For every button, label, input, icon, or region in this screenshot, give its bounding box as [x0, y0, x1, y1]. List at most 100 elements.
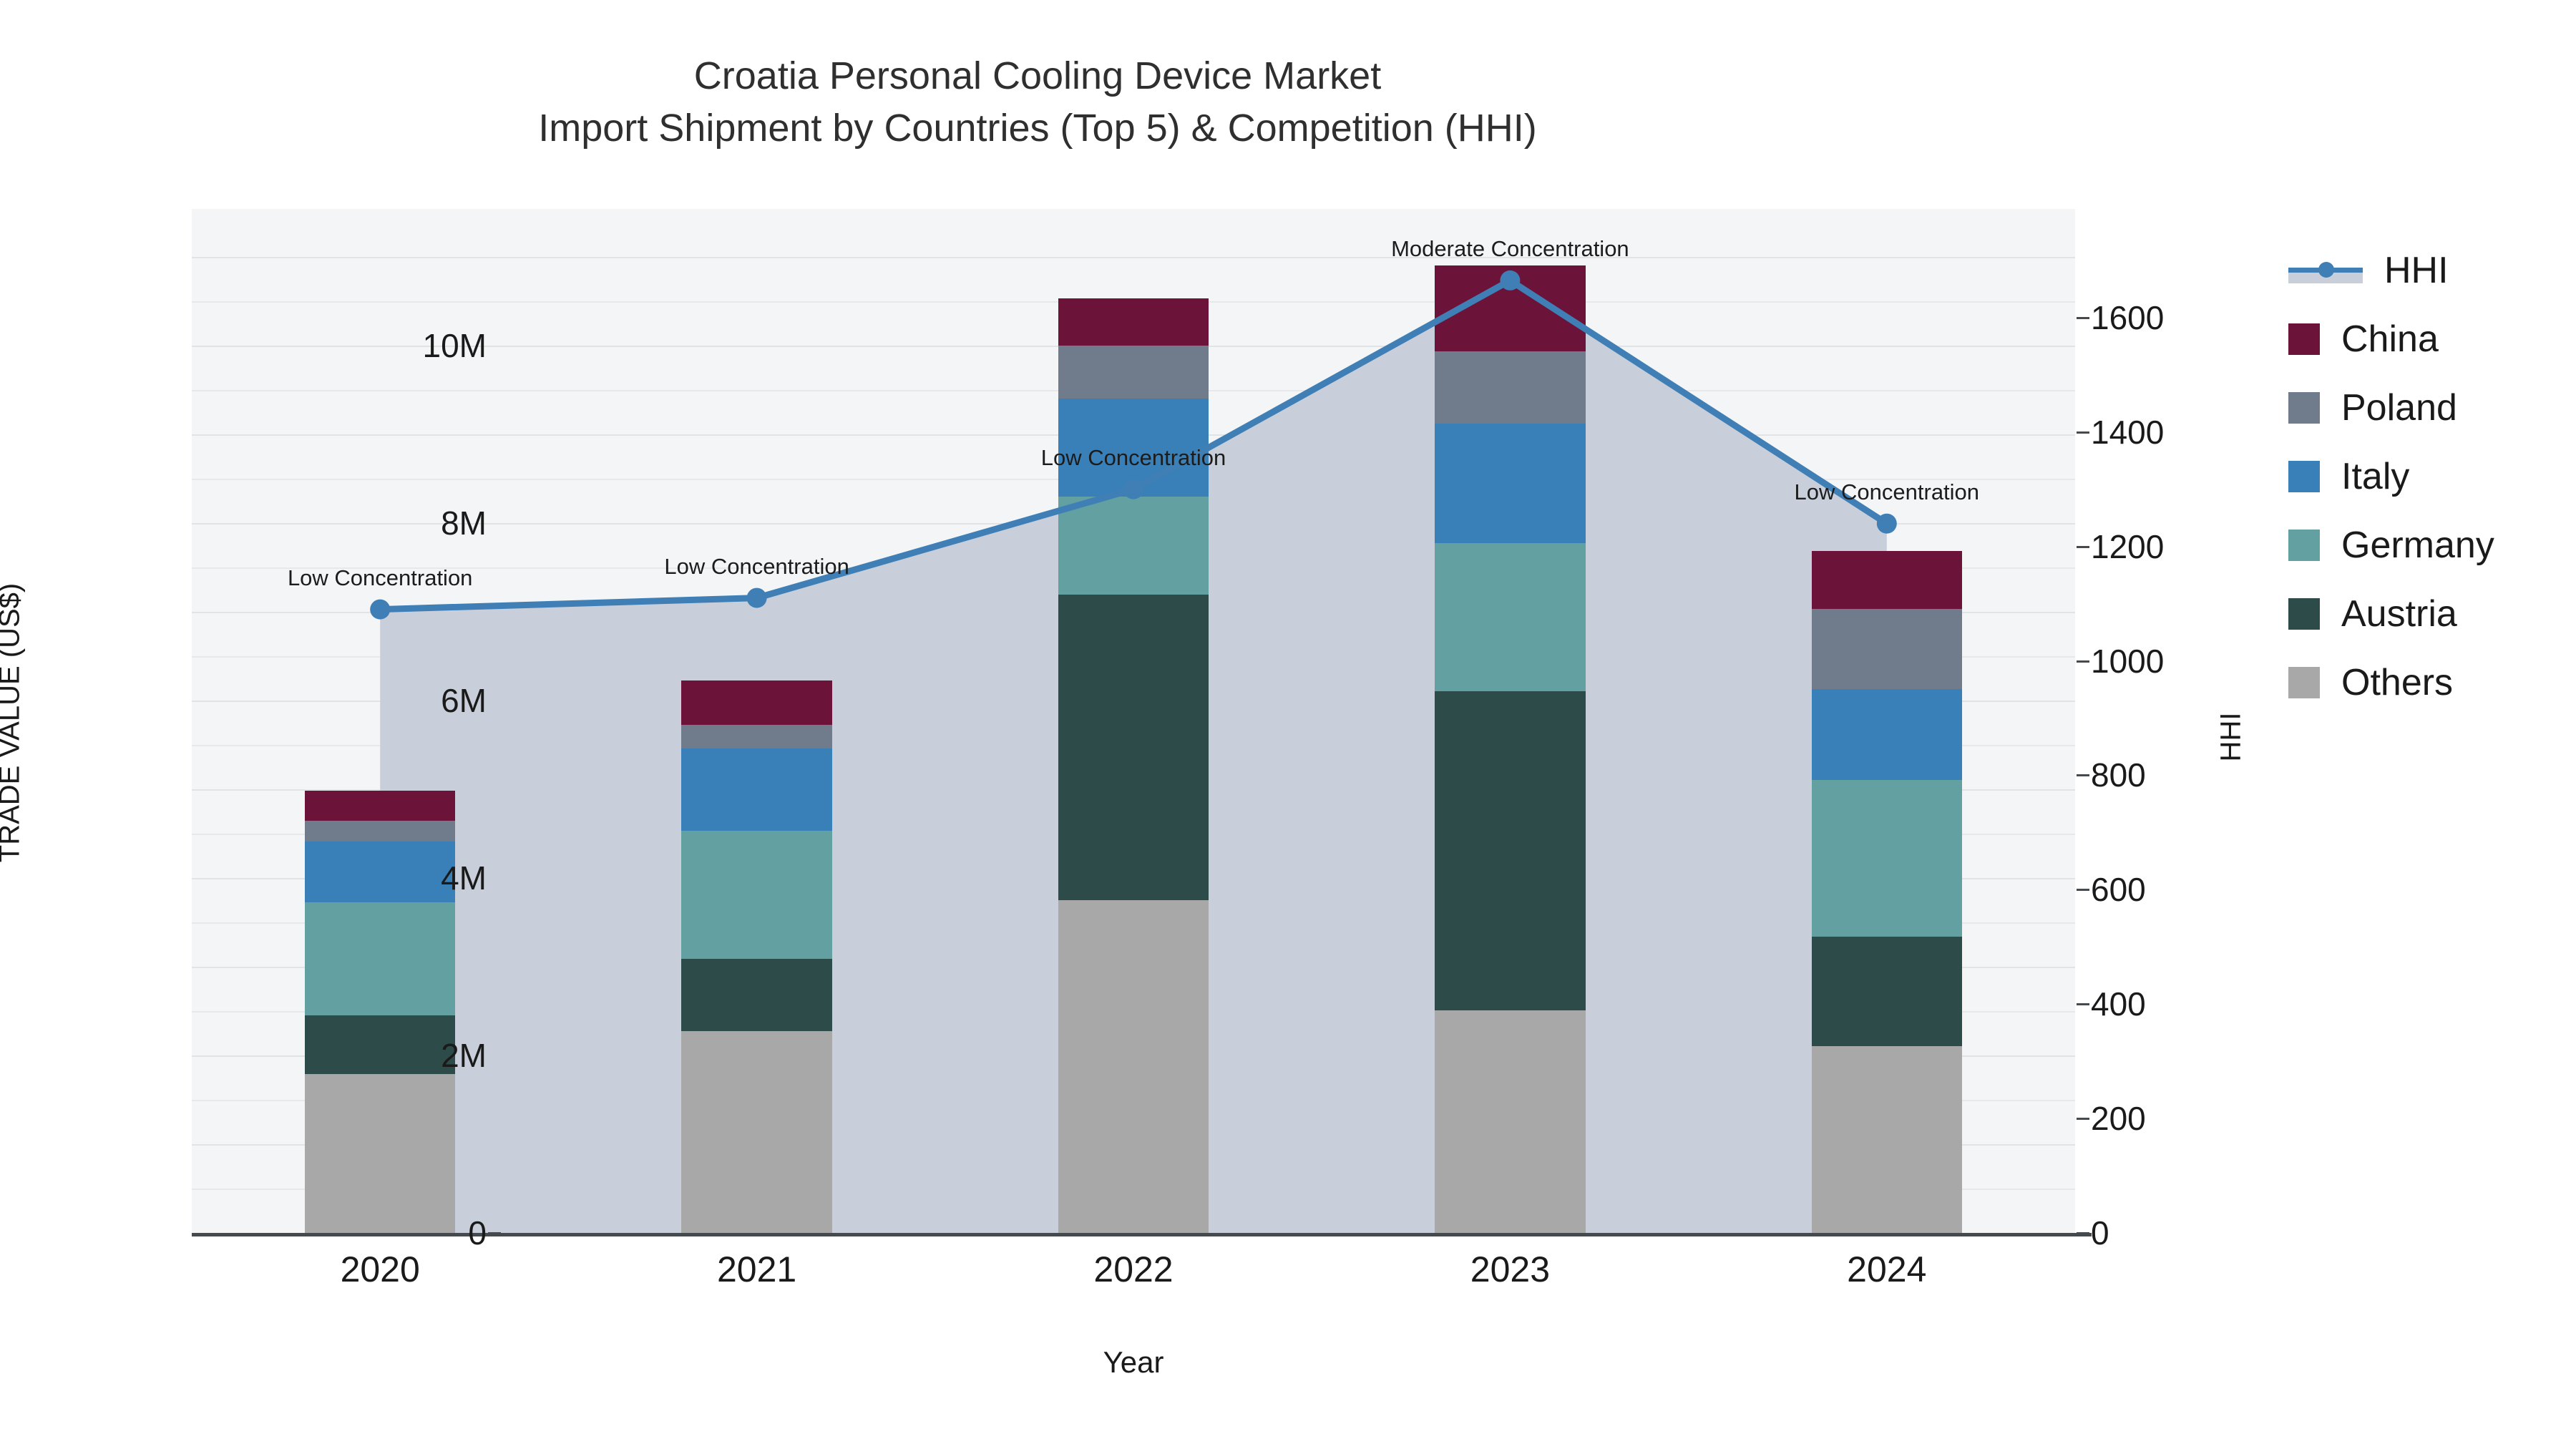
- legend-color-swatch-icon: [2288, 667, 2320, 698]
- chart-title-line1: Croatia Personal Cooling Device Market: [693, 54, 1382, 97]
- legend-item-others[interactable]: Others: [2288, 648, 2494, 717]
- y-right-tick-mark: [2077, 1232, 2089, 1234]
- bar-stack-2021[interactable]: [681, 210, 832, 1234]
- y-right-tick-mark: [2077, 545, 2089, 548]
- x-tick-2021: 2021: [716, 1249, 797, 1289]
- legend-color-swatch-icon: [2288, 598, 2320, 630]
- bar-segment-germany[interactable]: [1811, 780, 1963, 937]
- bar-segment-others[interactable]: [1811, 1046, 1963, 1234]
- y-right-tick-mark: [2077, 1003, 2089, 1006]
- bar-stacks: [192, 209, 2075, 1234]
- bar-segment-china[interactable]: [681, 680, 832, 726]
- legend-item-germany[interactable]: Germany: [2288, 511, 2494, 580]
- bar-segment-austria[interactable]: [304, 1015, 456, 1074]
- y-left-tick-label: 0: [468, 1214, 487, 1252]
- bar-segment-others[interactable]: [1058, 899, 1209, 1234]
- bar-segment-italy[interactable]: [1435, 423, 1586, 544]
- annotation-2022: Low Concentration: [1040, 444, 1226, 470]
- bar-segment-germany[interactable]: [681, 831, 832, 959]
- legend-color-swatch-icon: [2288, 461, 2320, 492]
- bar-segment-germany[interactable]: [1435, 543, 1586, 692]
- annotation-2024: Low Concentration: [1794, 479, 1980, 504]
- y-right-tick-label: 200: [2091, 1100, 2146, 1138]
- y-left-tick-label: 10M: [422, 327, 487, 364]
- bar-segment-others[interactable]: [304, 1073, 456, 1234]
- bar-segment-austria[interactable]: [1058, 595, 1209, 900]
- annotation-2021: Low Concentration: [664, 553, 849, 579]
- bar-segment-austria[interactable]: [1811, 936, 1963, 1047]
- legend-item-poland[interactable]: Poland: [2288, 374, 2494, 442]
- x-tick-2022: 2022: [1093, 1249, 1174, 1289]
- annotation-2020: Low Concentration: [287, 565, 473, 590]
- y-right-tick-label: 800: [2091, 756, 2146, 794]
- legend-item-austria[interactable]: Austria: [2288, 580, 2494, 648]
- y-axis-right-label: HHI: [2215, 712, 2247, 762]
- chart-title-line2: Import Shipment by Countries (Top 5) & C…: [538, 106, 1537, 150]
- y-right-tick-label: 1400: [2091, 413, 2165, 451]
- x-axis-label: Year: [1103, 1345, 1164, 1379]
- chart-title: Croatia Personal Cooling Device Market I…: [0, 50, 2075, 155]
- bar-segment-italy[interactable]: [304, 841, 456, 903]
- bar-stack-2023[interactable]: [1435, 210, 1586, 1234]
- y-right-tick-label: 0: [2091, 1214, 2109, 1252]
- bar-segment-china[interactable]: [304, 791, 456, 821]
- bar-segment-china[interactable]: [1811, 551, 1963, 610]
- plot-area: [192, 209, 2075, 1234]
- bar-segment-germany[interactable]: [1058, 496, 1209, 595]
- bar-segment-italy[interactable]: [1811, 688, 1963, 781]
- bar-stack-2022[interactable]: [1058, 210, 1209, 1234]
- bar-segment-poland[interactable]: [1058, 345, 1209, 399]
- bar-segment-germany[interactable]: [304, 902, 456, 1015]
- y-right-tick-label: 1200: [2091, 527, 2165, 565]
- bar-segment-poland[interactable]: [1435, 351, 1586, 424]
- bar-segment-others[interactable]: [681, 1031, 832, 1234]
- bar-segment-china[interactable]: [1058, 298, 1209, 346]
- legend-item-label: Others: [2341, 662, 2454, 703]
- x-tick-2023: 2023: [1470, 1249, 1551, 1289]
- legend-item-label: China: [2341, 318, 2439, 360]
- legend-item-label: Austria: [2341, 593, 2457, 635]
- hhi-line-series: [370, 270, 1897, 620]
- bar-stack-2020[interactable]: [304, 210, 456, 1234]
- y-right-tick-mark: [2077, 660, 2089, 663]
- legend-item-label: Germany: [2341, 525, 2494, 566]
- bar-segment-austria[interactable]: [1435, 691, 1586, 1010]
- bar-segment-austria[interactable]: [681, 958, 832, 1032]
- legend-color-swatch-icon: [2288, 392, 2320, 424]
- y-right-tick-mark: [2077, 1118, 2089, 1121]
- y-axis-left-label: TRADE VALUE (US$): [0, 582, 26, 863]
- bar-segment-poland[interactable]: [681, 725, 832, 748]
- legend-color-swatch-icon: [2288, 530, 2320, 561]
- y-right-tick-mark: [2077, 316, 2089, 319]
- gridline: [192, 257, 2075, 258]
- bar-stack-2024[interactable]: [1811, 210, 1963, 1234]
- annotation-2023: Moderate Concentration: [1391, 235, 1629, 261]
- legend-item-china[interactable]: China: [2288, 305, 2494, 374]
- legend-line-swatch-icon: [2288, 255, 2363, 286]
- y-left-tick-label: 4M: [441, 859, 487, 897]
- x-tick-2024: 2024: [1847, 1249, 1927, 1289]
- y-right-tick-mark: [2077, 431, 2089, 434]
- y-right-tick-label: 600: [2091, 871, 2146, 909]
- y-left-tick-mark: [488, 1232, 501, 1234]
- y-right-tick-label: 1600: [2091, 298, 2165, 336]
- y-right-tick-label: 1000: [2091, 642, 2165, 680]
- y-right-tick-mark: [2077, 774, 2089, 777]
- bar-segment-italy[interactable]: [681, 748, 832, 831]
- legend-item-label: HHI: [2384, 250, 2449, 291]
- x-tick-2020: 2020: [340, 1249, 420, 1289]
- bar-segment-poland[interactable]: [1811, 609, 1963, 689]
- bar-segment-poland[interactable]: [304, 821, 456, 841]
- legend-color-swatch-icon: [2288, 323, 2320, 355]
- y-left-tick-label: 8M: [441, 504, 487, 542]
- y-right-tick-label: 400: [2091, 985, 2146, 1023]
- legend: HHI China Poland Italy Germany Austria Others: [2288, 236, 2494, 717]
- y-left-tick-label: 6M: [441, 682, 487, 719]
- bar-segment-others[interactable]: [1435, 1010, 1586, 1234]
- legend-item-italy[interactable]: Italy: [2288, 442, 2494, 511]
- legend-item-hhi[interactable]: HHI: [2288, 236, 2494, 305]
- legend-item-label: Poland: [2341, 387, 2457, 429]
- legend-item-label: Italy: [2341, 456, 2410, 497]
- x-axis-line: [192, 1233, 2092, 1236]
